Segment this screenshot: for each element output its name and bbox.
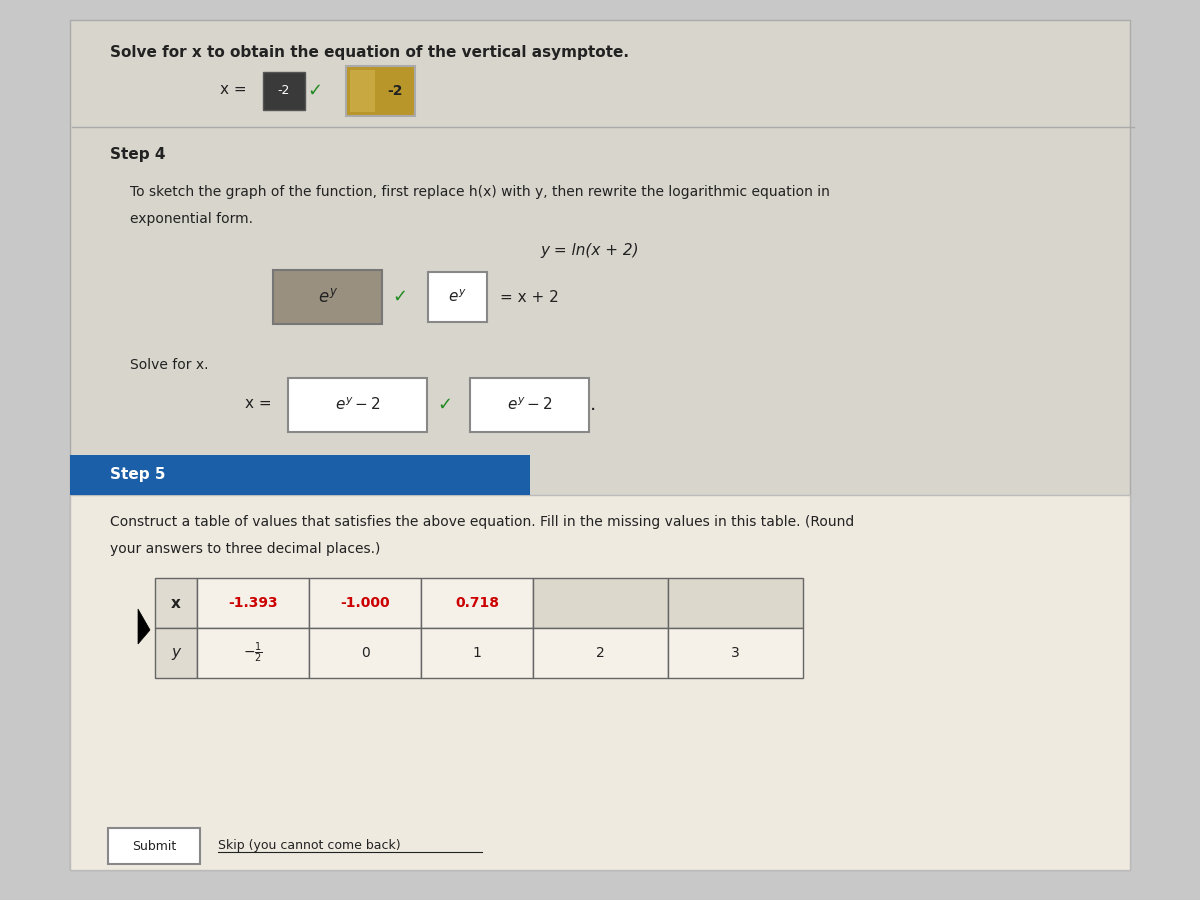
Text: $e^y$: $e^y$ xyxy=(318,288,338,306)
Text: 0.718: 0.718 xyxy=(455,596,499,610)
Bar xyxy=(421,578,533,628)
Text: $e^y - 2$: $e^y - 2$ xyxy=(506,397,552,413)
Text: x: x xyxy=(172,596,181,610)
Text: your answers to three decimal places.): your answers to three decimal places.) xyxy=(110,542,380,556)
Text: Solve for x.: Solve for x. xyxy=(130,358,209,372)
Bar xyxy=(155,628,197,678)
FancyBboxPatch shape xyxy=(350,70,374,112)
Text: $-\frac{1}{2}$: $-\frac{1}{2}$ xyxy=(244,641,263,665)
Text: x =: x = xyxy=(245,395,276,410)
FancyBboxPatch shape xyxy=(70,495,1130,870)
Bar xyxy=(421,628,533,678)
Text: -1.000: -1.000 xyxy=(340,596,390,610)
Text: Step 5: Step 5 xyxy=(110,467,166,482)
Text: -1.393: -1.393 xyxy=(228,596,278,610)
Bar xyxy=(668,578,803,628)
Text: y = ln(x + 2): y = ln(x + 2) xyxy=(541,242,640,257)
Text: Submit: Submit xyxy=(132,840,176,852)
Text: 1: 1 xyxy=(473,646,481,660)
Bar xyxy=(155,578,197,628)
FancyBboxPatch shape xyxy=(70,455,530,495)
Text: y: y xyxy=(172,645,180,661)
Text: To sketch the graph of the function, first replace h(x) with y, then rewrite the: To sketch the graph of the function, fir… xyxy=(130,185,830,199)
FancyBboxPatch shape xyxy=(70,20,1130,870)
FancyBboxPatch shape xyxy=(346,66,415,116)
Text: 0: 0 xyxy=(361,646,370,660)
FancyBboxPatch shape xyxy=(428,272,487,322)
Text: $e^y$: $e^y$ xyxy=(449,289,467,305)
Bar xyxy=(668,628,803,678)
Text: x =: x = xyxy=(220,83,252,97)
Bar xyxy=(310,578,421,628)
Bar xyxy=(197,628,310,678)
Text: 3: 3 xyxy=(731,646,740,660)
Text: ✓: ✓ xyxy=(392,288,408,306)
Bar xyxy=(533,628,668,678)
Text: Step 4: Step 4 xyxy=(110,147,166,162)
Text: -2: -2 xyxy=(278,85,290,97)
Polygon shape xyxy=(138,609,150,644)
Text: ✓: ✓ xyxy=(307,82,323,100)
Text: -2: -2 xyxy=(388,84,403,98)
FancyBboxPatch shape xyxy=(108,828,200,864)
Text: $e^y - 2$: $e^y - 2$ xyxy=(335,397,380,413)
Text: .: . xyxy=(590,395,596,415)
Text: exponential form.: exponential form. xyxy=(130,212,253,226)
Text: = x + 2: = x + 2 xyxy=(500,290,559,304)
Bar xyxy=(197,578,310,628)
FancyBboxPatch shape xyxy=(288,378,427,432)
Bar xyxy=(533,578,668,628)
Text: Construct a table of values that satisfies the above equation. Fill in the missi: Construct a table of values that satisfi… xyxy=(110,515,854,529)
Text: ✓: ✓ xyxy=(438,396,452,414)
FancyBboxPatch shape xyxy=(274,270,382,324)
Text: Skip (you cannot come back): Skip (you cannot come back) xyxy=(218,840,401,852)
FancyBboxPatch shape xyxy=(263,72,305,110)
Text: Solve for x to obtain the equation of the vertical asymptote.: Solve for x to obtain the equation of th… xyxy=(110,45,629,60)
FancyBboxPatch shape xyxy=(470,378,589,432)
Bar xyxy=(310,628,421,678)
Text: 2: 2 xyxy=(596,646,605,660)
